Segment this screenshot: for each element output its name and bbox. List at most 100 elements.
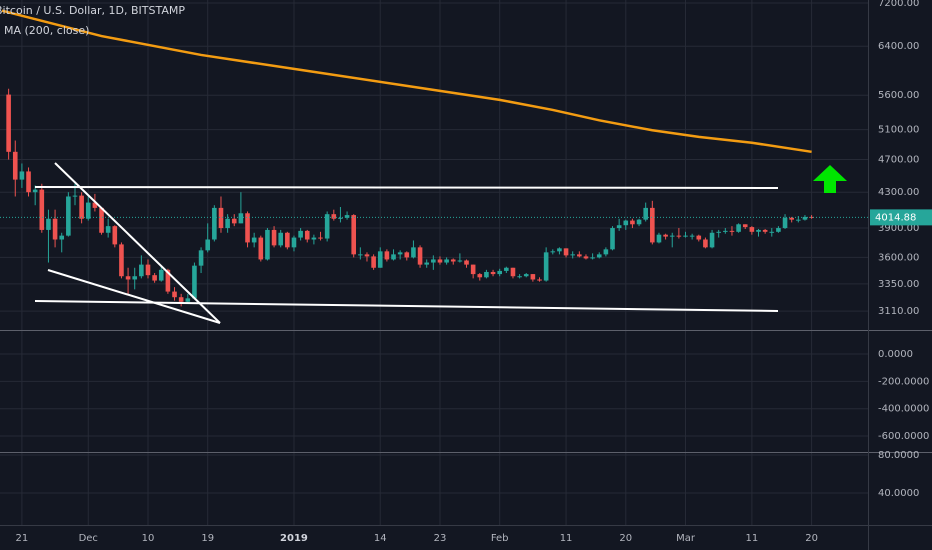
candle-body [6, 94, 11, 152]
candle-body [517, 276, 522, 278]
candle-body [590, 257, 595, 259]
candle-body [178, 297, 184, 302]
candle-body [776, 228, 781, 232]
candle-body [616, 225, 622, 229]
candle-body [510, 267, 516, 277]
candle-body [404, 252, 410, 258]
candle-body [557, 248, 562, 252]
candle-body [132, 276, 138, 280]
x-tick-label: 10 [142, 533, 155, 544]
candle-body [523, 274, 529, 277]
candle-body [782, 217, 788, 229]
candle-body [650, 207, 655, 243]
candle-body [265, 229, 270, 260]
y-tick-label: -200.0000 [878, 376, 929, 387]
candle-body [72, 195, 78, 197]
candle-body [324, 214, 330, 239]
candle-body [570, 254, 575, 256]
candle-body [79, 195, 84, 219]
x-tick-label: 11 [560, 533, 573, 544]
candle-body [610, 228, 615, 250]
candle-body [139, 264, 144, 277]
candle-body [470, 264, 476, 275]
x-tick-label: 2019 [280, 533, 308, 544]
candle-body [543, 252, 549, 281]
candle-body [238, 213, 244, 224]
candle-body [158, 269, 164, 281]
wedge-lower [47, 269, 221, 324]
candle-body [66, 196, 71, 236]
candle-body [630, 220, 635, 225]
y-tick-label: 3350.00 [878, 279, 919, 290]
y-tick-label: 5100.00 [878, 125, 919, 136]
wedge-upper [54, 162, 221, 324]
candle-body [696, 235, 702, 240]
y-tick-label: 4300.00 [878, 187, 919, 198]
candle-body [603, 249, 609, 255]
x-tick-label: 19 [201, 533, 214, 544]
y-tick-label: 0.0000 [878, 349, 913, 360]
candle-body [145, 264, 151, 276]
chart-title: Bitcoin / U.S. Dollar, 1D, BITSTAMP [0, 4, 185, 17]
candle-body [52, 218, 58, 240]
candle-body [397, 252, 403, 255]
y-tick-label: 3900.00 [878, 223, 919, 234]
ma-line [1, 9, 812, 154]
x-tick-label: 11 [746, 533, 759, 544]
candle-body [285, 232, 290, 248]
y-tick-label: 7200.00 [878, 0, 919, 9]
candle-body [504, 267, 509, 271]
y-tick-label: 4700.00 [878, 155, 919, 166]
candle-body [85, 202, 91, 219]
candle-body [736, 224, 741, 232]
candle-body [437, 259, 443, 263]
candle-body [192, 265, 197, 299]
candle-body [205, 239, 211, 251]
candle-body [789, 217, 794, 220]
candle-body [371, 256, 376, 268]
candle-body [311, 237, 317, 240]
candle-body [643, 207, 648, 220]
candle-body [344, 215, 350, 218]
candle-body [723, 230, 728, 232]
candle-body [596, 254, 602, 258]
candle-body [656, 234, 662, 243]
x-tick-label: 14 [374, 533, 387, 544]
candle-body [742, 224, 748, 228]
candle-body [716, 231, 721, 233]
candle-body [26, 171, 31, 193]
candle-body [689, 235, 695, 237]
candle-body [796, 219, 801, 221]
candle-body [212, 207, 217, 240]
candle-body [46, 218, 51, 230]
candle-body [703, 239, 708, 248]
candle-body [358, 254, 363, 256]
candle-body [577, 254, 582, 257]
candle-body [32, 189, 38, 193]
candle-body [19, 171, 25, 180]
candle-body [623, 220, 629, 226]
candle-body [490, 271, 496, 275]
support-line [34, 300, 779, 312]
candle-body [92, 202, 98, 208]
x-tick-label: Mar [676, 533, 696, 544]
candle-body [99, 207, 104, 233]
candle-body [298, 230, 303, 238]
candle-body [384, 251, 390, 260]
candle-body [218, 207, 224, 229]
candle-body [769, 231, 775, 233]
candle-body [809, 216, 814, 218]
legend-entry: MA (200, close) [4, 24, 89, 37]
candle-body [530, 274, 536, 280]
y-tick-label: 80.0000 [878, 450, 919, 461]
candle-body [291, 237, 297, 248]
x-tick-label: 20 [619, 533, 632, 544]
candle-body [802, 216, 808, 220]
candle-body [709, 232, 715, 248]
candle-body [185, 298, 191, 302]
candle-body [12, 151, 18, 180]
candle-body [457, 260, 463, 262]
y-tick-label: -400.0000 [878, 404, 929, 415]
